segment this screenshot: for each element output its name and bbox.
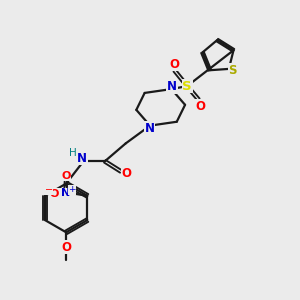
- Text: +: +: [68, 185, 76, 194]
- Text: −: −: [45, 185, 53, 195]
- Text: N: N: [167, 80, 177, 93]
- Text: N: N: [144, 122, 154, 134]
- Text: O: O: [121, 167, 131, 180]
- Text: O: O: [61, 241, 71, 254]
- Text: H: H: [69, 148, 77, 158]
- Text: O: O: [195, 100, 205, 112]
- Text: O: O: [50, 189, 59, 199]
- Text: O: O: [61, 171, 70, 181]
- Text: O: O: [169, 58, 179, 70]
- Text: N: N: [77, 152, 87, 165]
- Text: S: S: [182, 80, 192, 93]
- Text: N: N: [61, 188, 70, 198]
- Text: S: S: [228, 64, 237, 77]
